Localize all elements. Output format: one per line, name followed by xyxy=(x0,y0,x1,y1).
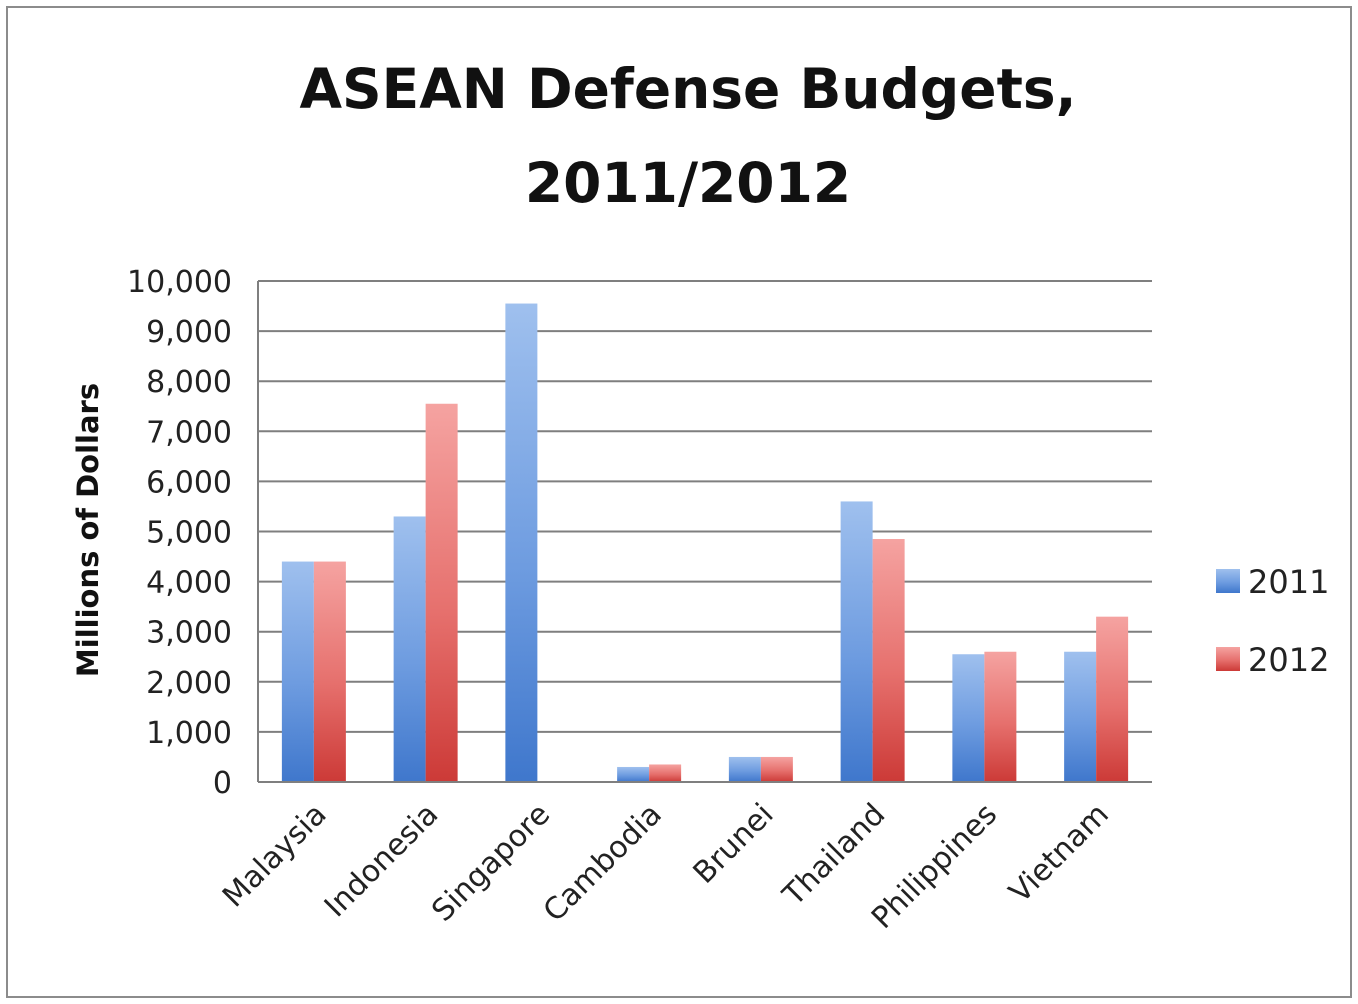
bars xyxy=(281,303,1129,782)
bar-2011-philippines xyxy=(952,654,985,782)
axes xyxy=(257,281,1152,783)
y-tick-label: 2,000 xyxy=(146,666,232,701)
y-tick-label: 9,000 xyxy=(146,315,232,350)
bar-2011-singapore xyxy=(505,303,538,782)
bar-2011-thailand xyxy=(840,501,873,782)
y-tick-label: 3,000 xyxy=(146,616,232,651)
x-tick-label: Vietnam xyxy=(1003,797,1116,910)
legend: 2011 2012 xyxy=(1216,563,1329,679)
x-tick-label: Brunei xyxy=(687,797,781,891)
chart-title: ASEAN Defense Budgets, 2011/2012 xyxy=(299,57,1076,215)
bar-2011-brunei xyxy=(728,756,761,782)
y-tick-label: 8,000 xyxy=(146,365,232,400)
legend-swatch-2011 xyxy=(1216,569,1240,593)
bar-2012-vietnam xyxy=(1096,616,1129,782)
chart-frame xyxy=(6,6,1352,998)
y-tick-labels: 0 1,000 2,000 3,000 4,000 5,000 6,000 7,000 8,00… xyxy=(127,265,232,801)
y-axis-label: Millions of Dollars xyxy=(71,383,105,677)
y-tick-label: 0 xyxy=(213,766,232,801)
bar-2012-malaysia xyxy=(313,561,346,782)
chart-title-line-1: ASEAN Defense Budgets, xyxy=(299,57,1076,121)
chart-title-line-2: 2011/2012 xyxy=(525,151,851,215)
x-tick-label: Thailand xyxy=(776,797,893,914)
y-tick-label: 7,000 xyxy=(146,415,232,450)
gridlines xyxy=(258,280,1152,733)
y-tick-label: 10,000 xyxy=(127,265,232,300)
bar-2012-cambodia xyxy=(649,764,682,782)
legend-label-2012: 2012 xyxy=(1248,641,1329,679)
bar-2011-malaysia xyxy=(281,561,314,782)
y-tick-label: 1,000 xyxy=(146,716,232,751)
y-tick-label: 4,000 xyxy=(146,566,232,601)
bar-2012-thailand xyxy=(872,539,905,782)
y-tick-label: 6,000 xyxy=(146,465,232,500)
legend-label-2011: 2011 xyxy=(1248,563,1329,601)
legend-swatch-2012 xyxy=(1216,647,1240,671)
bar-2011-vietnam xyxy=(1064,651,1097,782)
x-tick-label: Singapore xyxy=(425,797,557,929)
bar-2011-cambodia xyxy=(617,766,650,782)
bar-2012-philippines xyxy=(984,651,1017,782)
bar-2011-indonesia xyxy=(393,516,426,782)
x-tick-label: Cambodia xyxy=(537,797,669,929)
y-tick-label: 5,000 xyxy=(146,516,232,551)
bar-2012-brunei xyxy=(760,756,793,782)
x-tick-label: Malaysia xyxy=(216,797,333,914)
bar-2012-indonesia xyxy=(425,403,458,782)
